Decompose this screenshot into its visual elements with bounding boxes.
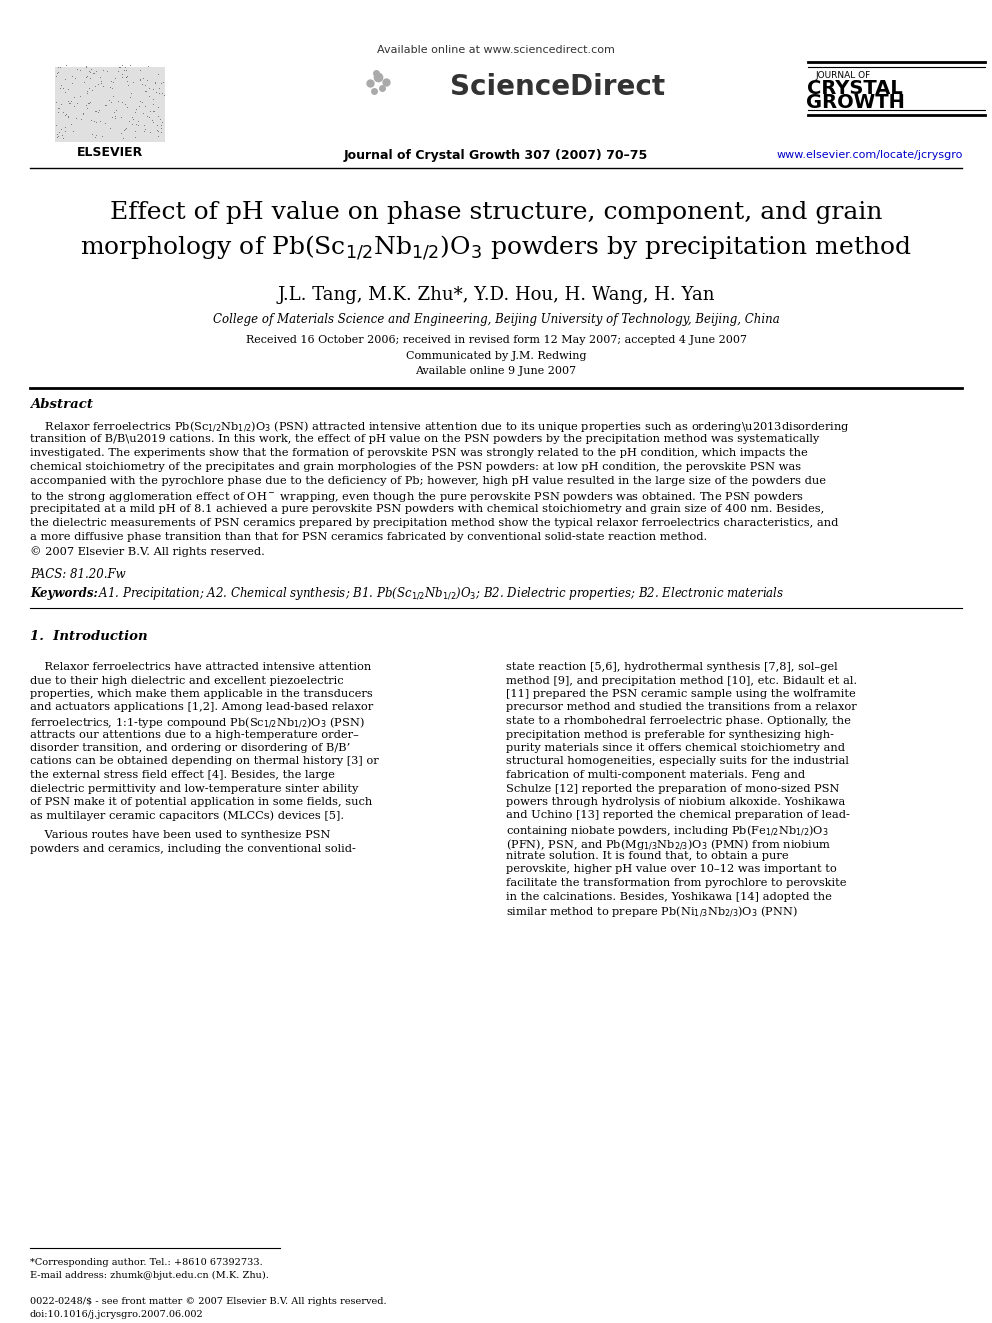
Text: Relaxor ferroelectrics have attracted intensive attention: Relaxor ferroelectrics have attracted in… [30, 662, 371, 672]
Text: ferroelectrics, 1:1-type compound Pb(Sc$_{1/2}$Nb$_{1/2}$)O$_3$ (PSN): ferroelectrics, 1:1-type compound Pb(Sc$… [30, 716, 365, 732]
Text: A1. Precipitation; A2. Chemical synthesis; B1. Pb(Sc$_{1/2}$Nb$_{1/2}$)O$_3$; B2: A1. Precipitation; A2. Chemical synthesi… [95, 586, 785, 602]
Text: Abstract: Abstract [30, 397, 93, 410]
Text: (PFN), PSN, and Pb(Mg$_{1/3}$Nb$_{2/3}$)O$_3$ (PMN) from niobium: (PFN), PSN, and Pb(Mg$_{1/3}$Nb$_{2/3}$)… [506, 837, 831, 852]
Text: precipitated at a mild pH of 8.1 achieved a pure perovskite PSN powders with che: precipitated at a mild pH of 8.1 achieve… [30, 504, 824, 515]
Text: attracts our attentions due to a high-temperature order–: attracts our attentions due to a high-te… [30, 729, 359, 740]
Text: accompanied with the pyrochlore phase due to the deficiency of Pb; however, high: accompanied with the pyrochlore phase du… [30, 476, 826, 486]
Text: doi:10.1016/j.jcrysgro.2007.06.002: doi:10.1016/j.jcrysgro.2007.06.002 [30, 1310, 203, 1319]
Text: properties, which make them applicable in the transducers: properties, which make them applicable i… [30, 689, 373, 699]
Bar [55, 67, 165, 142]
Text: Relaxor ferroelectrics Pb(Sc$_{1/2}$Nb$_{1/2}$)O$_3$ (PSN) attracted intensive a: Relaxor ferroelectrics Pb(Sc$_{1/2}$Nb$_… [30, 419, 849, 435]
Text: method [9], and precipitation method [10], etc. Bidault et al.: method [9], and precipitation method [10… [506, 676, 857, 685]
Text: JOURNAL OF: JOURNAL OF [815, 70, 870, 79]
Text: PACS: 81.20.Fw: PACS: 81.20.Fw [30, 568, 126, 581]
Text: E-mail address: zhumk@bjut.edu.cn (M.K. Zhu).: E-mail address: zhumk@bjut.edu.cn (M.K. … [30, 1271, 269, 1281]
Text: J.L. Tang, M.K. Zhu*, Y.D. Hou, H. Wang, H. Yan: J.L. Tang, M.K. Zhu*, Y.D. Hou, H. Wang,… [277, 286, 715, 304]
Text: ScienceDirect: ScienceDirect [450, 73, 665, 101]
Text: transition of B/B\u2019 cations. In this work, the effect of pH value on the PSN: transition of B/B\u2019 cations. In this… [30, 434, 819, 445]
Text: chemical stoichiometry of the precipitates and grain morphologies of the PSN pow: chemical stoichiometry of the precipitat… [30, 462, 802, 472]
Text: [11] prepared the PSN ceramic sample using the wolframite: [11] prepared the PSN ceramic sample usi… [506, 689, 856, 699]
Text: perovskite, higher pH value over 10–12 was important to: perovskite, higher pH value over 10–12 w… [506, 864, 836, 875]
Text: as multilayer ceramic capacitors (MLCCs) devices [5].: as multilayer ceramic capacitors (MLCCs)… [30, 811, 344, 822]
Text: purity materials since it offers chemical stoichiometry and: purity materials since it offers chemica… [506, 744, 845, 753]
Text: of PSN make it of potential application in some fields, such: of PSN make it of potential application … [30, 796, 372, 807]
Text: containing niobate powders, including Pb(Fe$_{1/2}$Nb$_{1/2}$)O$_3$: containing niobate powders, including Pb… [506, 824, 828, 839]
Text: nitrate solution. It is found that, to obtain a pure: nitrate solution. It is found that, to o… [506, 851, 789, 861]
Text: structural homogeneities, especially suits for the industrial: structural homogeneities, especially sui… [506, 757, 849, 766]
Text: and Uchino [13] reported the chemical preparation of lead-: and Uchino [13] reported the chemical pr… [506, 811, 850, 820]
Text: Effect of pH value on phase structure, component, and grain: Effect of pH value on phase structure, c… [110, 201, 882, 224]
Text: powers through hydrolysis of niobium alkoxide. Yoshikawa: powers through hydrolysis of niobium alk… [506, 796, 845, 807]
Text: GROWTH: GROWTH [806, 93, 905, 111]
Text: Schulze [12] reported the preparation of mono-sized PSN: Schulze [12] reported the preparation of… [506, 783, 839, 794]
Text: due to their high dielectric and excellent piezoelectric: due to their high dielectric and excelle… [30, 676, 343, 685]
Text: fabrication of multi-component materials. Feng and: fabrication of multi-component materials… [506, 770, 806, 781]
Text: in the calcinations. Besides, Yoshikawa [14] adopted the: in the calcinations. Besides, Yoshikawa … [506, 892, 832, 901]
Text: 0022-0248/$ - see front matter © 2007 Elsevier B.V. All rights reserved.: 0022-0248/$ - see front matter © 2007 El… [30, 1297, 387, 1306]
Text: dielectric permittivity and low-temperature sinter ability: dielectric permittivity and low-temperat… [30, 783, 358, 794]
Text: similar method to prepare Pb(Ni$_{1/3}$Nb$_{2/3}$)O$_3$ (PNN): similar method to prepare Pb(Ni$_{1/3}$N… [506, 905, 798, 919]
Text: ELSEVIER: ELSEVIER [76, 146, 143, 159]
Text: powders and ceramics, including the conventional solid-: powders and ceramics, including the conv… [30, 844, 356, 853]
Text: the external stress field effect [4]. Besides, the large: the external stress field effect [4]. Be… [30, 770, 335, 781]
Text: www.elsevier.com/locate/jcrysgro: www.elsevier.com/locate/jcrysgro [777, 149, 963, 160]
Text: cations can be obtained depending on thermal history [3] or: cations can be obtained depending on the… [30, 757, 379, 766]
Text: Available online 9 June 2007: Available online 9 June 2007 [416, 366, 576, 376]
Text: state reaction [5,6], hydrothermal synthesis [7,8], sol–gel: state reaction [5,6], hydrothermal synth… [506, 662, 837, 672]
Text: precursor method and studied the transitions from a relaxor: precursor method and studied the transit… [506, 703, 857, 713]
Text: College of Materials Science and Engineering, Beijing University of Technology, : College of Materials Science and Enginee… [212, 314, 780, 327]
Text: to the strong agglomeration effect of OH$^-$ wrapping, even though the pure pero: to the strong agglomeration effect of OH… [30, 490, 804, 504]
Text: disorder transition, and ordering or disordering of B/B’: disorder transition, and ordering or dis… [30, 744, 350, 753]
Text: 1.  Introduction: 1. Introduction [30, 630, 148, 643]
Text: Various routes have been used to synthesize PSN: Various routes have been used to synthes… [30, 830, 330, 840]
Text: facilitate the transformation from pyrochlore to perovskite: facilitate the transformation from pyroc… [506, 878, 846, 888]
Text: *Corresponding author. Tel.: +8610 67392733.: *Corresponding author. Tel.: +8610 67392… [30, 1258, 263, 1267]
Text: a more diffusive phase transition than that for PSN ceramics fabricated by conve: a more diffusive phase transition than t… [30, 532, 707, 542]
Text: investigated. The experiments show that the formation of perovskite PSN was stro: investigated. The experiments show that … [30, 448, 807, 458]
Text: precipitation method is preferable for synthesizing high-: precipitation method is preferable for s… [506, 729, 834, 740]
Text: and actuators applications [1,2]. Among lead-based relaxor: and actuators applications [1,2]. Among … [30, 703, 373, 713]
Text: Keywords:: Keywords: [30, 587, 98, 601]
Text: Journal of Crystal Growth 307 (2007) 70–75: Journal of Crystal Growth 307 (2007) 70–… [344, 148, 648, 161]
Text: the dielectric measurements of PSN ceramics prepared by precipitation method sho: the dielectric measurements of PSN ceram… [30, 519, 838, 528]
Text: Available online at www.sciencedirect.com: Available online at www.sciencedirect.co… [377, 45, 615, 56]
Text: CRYSTAL: CRYSTAL [807, 78, 903, 98]
Text: Received 16 October 2006; received in revised form 12 May 2007; accepted 4 June : Received 16 October 2006; received in re… [245, 335, 747, 345]
Text: Communicated by J.M. Redwing: Communicated by J.M. Redwing [406, 351, 586, 361]
Text: morphology of Pb(Sc$_{1/2}$Nb$_{1/2}$)O$_3$ powders by precipitation method: morphology of Pb(Sc$_{1/2}$Nb$_{1/2}$)O$… [80, 234, 912, 262]
Text: © 2007 Elsevier B.V. All rights reserved.: © 2007 Elsevier B.V. All rights reserved… [30, 546, 265, 557]
Text: state to a rhombohedral ferroelectric phase. Optionally, the: state to a rhombohedral ferroelectric ph… [506, 716, 851, 726]
